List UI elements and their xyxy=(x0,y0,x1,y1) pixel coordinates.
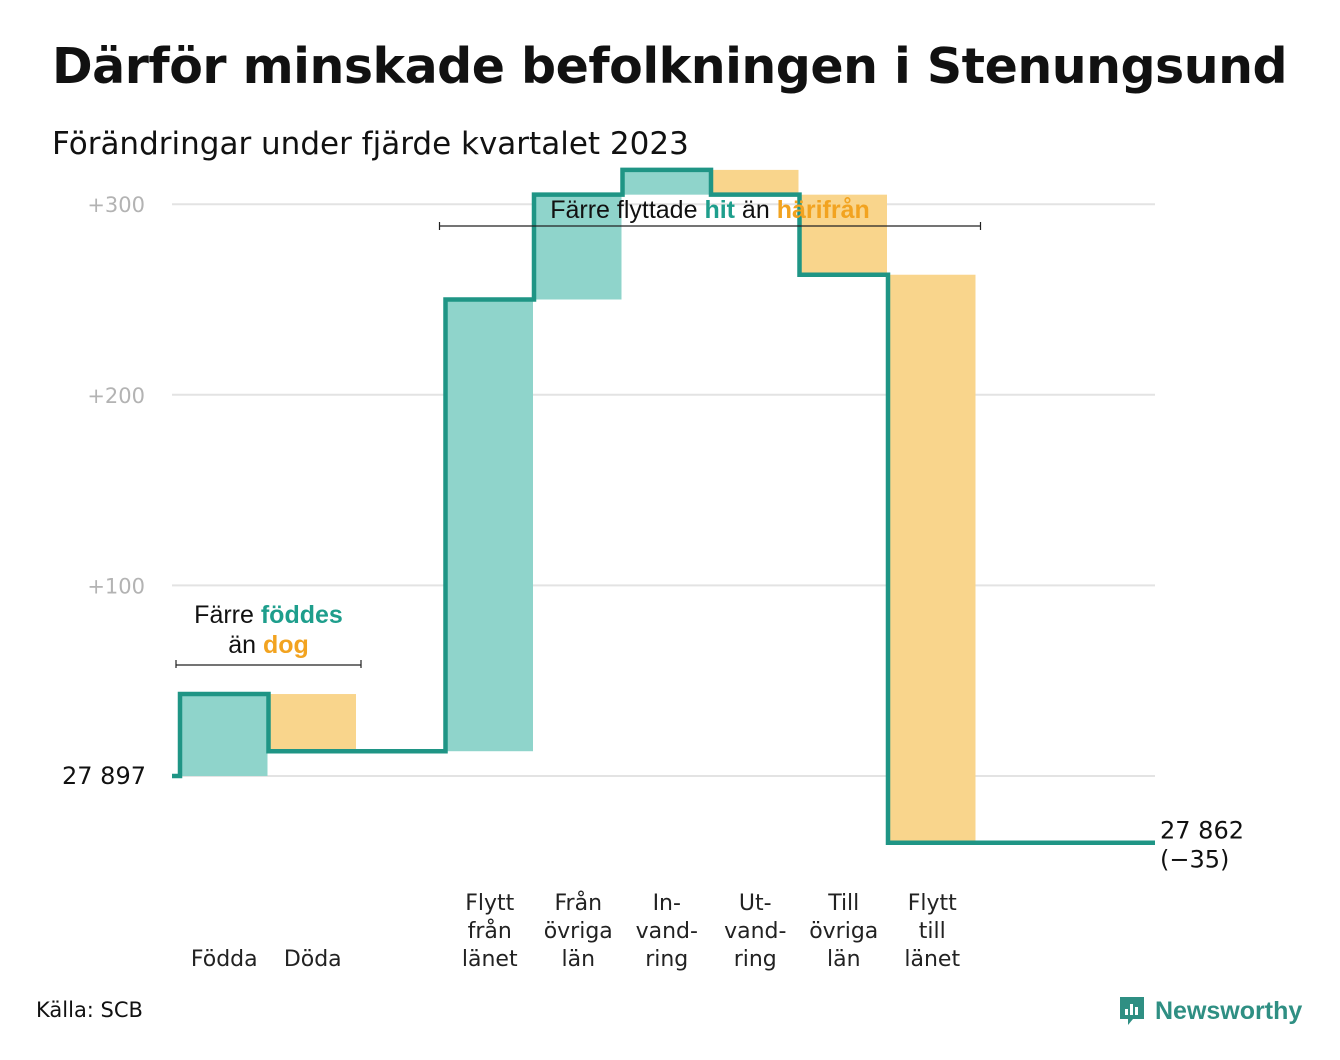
category-label: Från xyxy=(554,890,602,916)
category-label: ring xyxy=(645,947,688,972)
category-label: län xyxy=(561,947,595,972)
annotation-bracket xyxy=(438,222,982,230)
bar-outflow xyxy=(799,194,887,275)
bar-inflow xyxy=(180,694,268,776)
category-label: vand- xyxy=(636,919,698,944)
chart-subtitle: Förändringar under fjärde kvartalet 2023 xyxy=(52,126,689,162)
chart-title: Därför minskade befolkningen i Stenungsu… xyxy=(52,38,1288,95)
category-label: Till xyxy=(827,891,859,916)
annotation-moves: Färre flyttade hit än härifrån xyxy=(550,196,870,224)
annotation-moves-teal: hit xyxy=(704,196,735,224)
annotation-births-teal: föddes xyxy=(261,601,343,629)
category-label: Flytt xyxy=(908,891,957,916)
category-label: övriga xyxy=(809,919,878,944)
annotation-births: än dog xyxy=(228,631,309,659)
category-label: Ut- xyxy=(739,891,772,916)
annotation-births-plain: än xyxy=(228,631,263,659)
category-label: länet xyxy=(904,947,960,972)
annotation-moves-plain: Färre flyttade xyxy=(550,196,704,224)
category-label: övriga xyxy=(544,919,613,944)
category-label: till xyxy=(919,919,946,944)
category-label: län xyxy=(827,947,861,972)
y-tick-label: +200 xyxy=(87,384,145,408)
annotation-bracket xyxy=(175,660,362,668)
y-tick-label: +300 xyxy=(87,193,145,217)
bar-inflow xyxy=(622,169,710,195)
bar-inflow xyxy=(445,299,533,752)
category-label: Flytt xyxy=(465,891,514,916)
source-note: Källa: SCB xyxy=(36,998,143,1022)
annotation-moves-plain: än xyxy=(735,196,777,224)
bar-outflow xyxy=(888,274,976,843)
brand-logo: Newsworthy xyxy=(1117,994,1302,1028)
category-label: vand- xyxy=(724,919,786,944)
annotation-births: Färre föddes xyxy=(194,601,343,629)
end-change-label: (−35) xyxy=(1160,846,1229,874)
annotation-births-plain: Färre xyxy=(194,601,261,629)
category-label: länet xyxy=(462,947,518,972)
end-value-label: 27 862 xyxy=(1160,817,1244,845)
bar-outflow xyxy=(711,169,799,195)
annotation-moves-orange: härifrån xyxy=(777,196,870,224)
running-total-line xyxy=(172,167,1155,845)
category-label: Döda xyxy=(284,947,342,972)
annotation-births-orange: dog xyxy=(263,631,309,659)
category-label: från xyxy=(468,918,512,944)
bar-inflow xyxy=(534,194,622,300)
category-label: In- xyxy=(653,891,681,916)
y-tick-label: +100 xyxy=(87,574,145,598)
brand-name: Newsworthy xyxy=(1155,996,1303,1025)
newsworthy-logo-icon xyxy=(1120,997,1144,1025)
start-value-label: 27 897 xyxy=(62,762,146,790)
bar-outflow xyxy=(268,694,356,752)
category-label: ring xyxy=(734,947,777,972)
category-label: Födda xyxy=(191,947,258,972)
